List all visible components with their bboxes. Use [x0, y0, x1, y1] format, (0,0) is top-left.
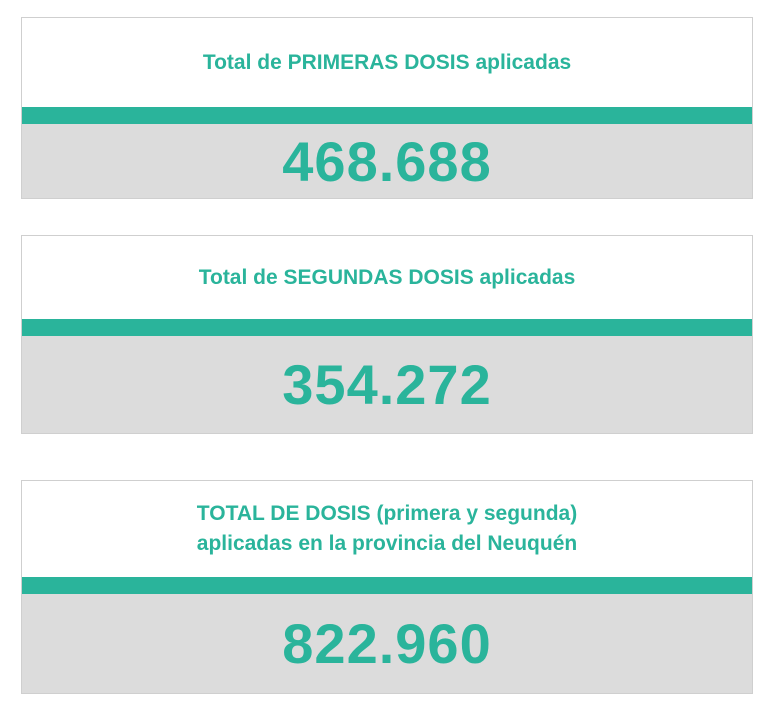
accent-divider: [22, 319, 752, 336]
first-doses-value: 468.688: [22, 124, 752, 198]
accent-divider: [22, 107, 752, 124]
second-doses-title: Total de SEGUNDAS DOSIS aplicadas: [22, 236, 752, 319]
total-doses-value: 822.960: [22, 594, 752, 693]
second-doses-card: Total de SEGUNDAS DOSIS aplicadas 354.27…: [21, 235, 753, 434]
second-doses-value: 354.272: [22, 336, 752, 433]
total-doses-title-line-2: aplicadas en la provincia del Neuquén: [196, 532, 578, 555]
first-doses-title: Total de PRIMERAS DOSIS aplicadas: [22, 18, 752, 107]
first-doses-card: Total de PRIMERAS DOSIS aplicadas 468.68…: [21, 17, 753, 199]
total-doses-title-line-1: TOTAL DE DOSIS (primera y segunda): [196, 502, 578, 525]
total-doses-title: TOTAL DE DOSIS (primera y segunda) aplic…: [22, 481, 752, 577]
accent-divider: [22, 577, 752, 594]
total-doses-card: TOTAL DE DOSIS (primera y segunda) aplic…: [21, 480, 753, 694]
